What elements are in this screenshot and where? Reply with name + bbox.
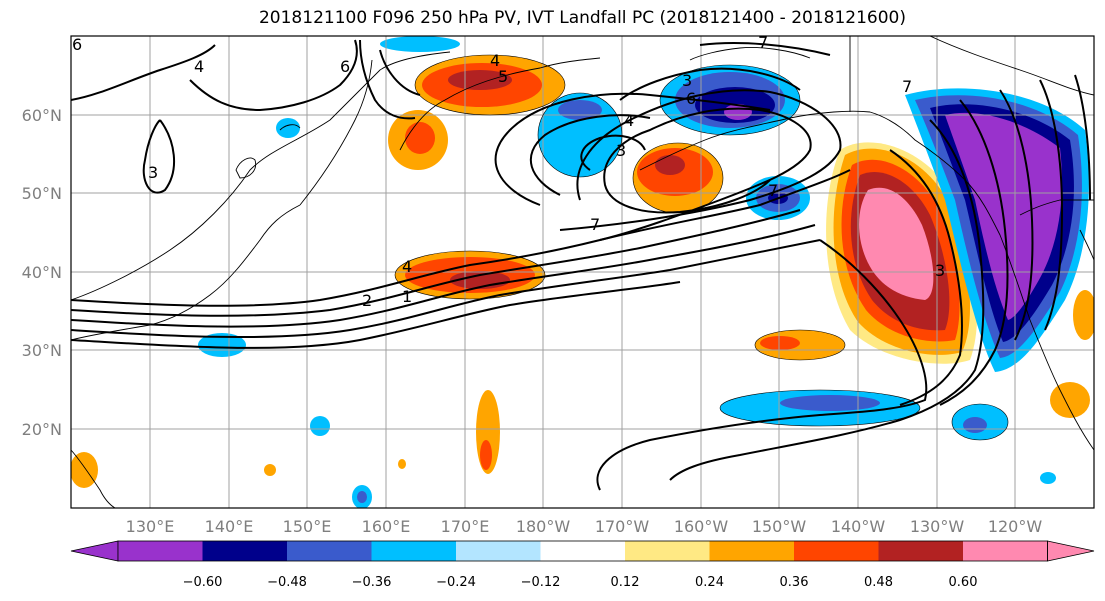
colorbar-segment: [540, 541, 625, 561]
colorbar-labels: −0.60 −0.48 −0.36 −0.24 −0.12 0.12 0.24 …: [183, 575, 978, 590]
coastlines: [71, 36, 1094, 508]
colorbar-extend-high: [1047, 540, 1095, 562]
colorbar: −0.60 −0.48 −0.36 −0.24 −0.12 0.12 0.24 …: [70, 540, 1095, 590]
colorbar-segment: [709, 541, 794, 561]
lon-tick-label: 140°E: [205, 517, 254, 536]
lon-tick-label: 180°W: [516, 517, 571, 536]
map-title: 2018121100 F096 250 hPa PV, IVT Landfall…: [258, 8, 906, 28]
colorbar-segment: [202, 541, 287, 561]
lon-tick-label: 170°W: [595, 517, 650, 536]
lat-tick-label: 50°N: [22, 184, 62, 203]
lat-tick-label: 30°N: [22, 341, 62, 360]
colorbar-segment: [625, 541, 710, 561]
lon-tick-label: 130°E: [126, 517, 175, 536]
contour-label: 3: [148, 163, 158, 182]
colorbar-label: −0.12: [521, 575, 561, 590]
colorbar-segment: [963, 541, 1048, 561]
colorbar-segment: [794, 541, 879, 561]
contour-label: 4: [490, 51, 500, 70]
lon-tick-label: 160°E: [362, 517, 411, 536]
colorbar-segment: [878, 541, 963, 561]
colorbar-label: 0.24: [695, 575, 724, 590]
lon-tick-label: 120°W: [988, 517, 1043, 536]
contour-label: 6: [686, 89, 696, 108]
lat-tick-label: 40°N: [22, 263, 62, 282]
colorbar-segment: [371, 541, 456, 561]
contour-label: 4: [624, 111, 634, 130]
pv-contours: [71, 39, 1091, 491]
contour-label: 6: [72, 35, 82, 54]
contour-label: 6: [340, 57, 350, 76]
contour-labels: 6 4 6 7 4 5 3 4 3 6 7 7 4 2 1 7 3 3: [72, 33, 945, 310]
contour-label: 4: [402, 257, 412, 276]
lon-tick-label: 170°E: [441, 517, 490, 536]
contour-label: 7: [590, 215, 600, 234]
contour-label: 3: [682, 71, 692, 90]
contour-label: 4: [194, 57, 204, 76]
colorbar-label: 0.12: [611, 575, 640, 590]
lat-tick-label: 20°N: [22, 420, 62, 439]
lon-tick-label: 140°W: [831, 517, 886, 536]
colorbar-label: 0.60: [949, 575, 978, 590]
colorbar-segment: [287, 541, 372, 561]
colorbar-label: 0.36: [780, 575, 809, 590]
lon-tick-label: 130°W: [910, 517, 965, 536]
colorbar-label: −0.60: [183, 575, 223, 590]
lon-tick-label: 160°W: [674, 517, 729, 536]
map-panel: 6 4 6 7 4 5 3 4 3 6 7 7 4 2 1 7 3 3: [70, 33, 1095, 509]
contour-label: 1: [402, 287, 412, 306]
contour-label: 7: [758, 33, 768, 52]
colorbar-label: 0.48: [864, 575, 893, 590]
colorbar-label: −0.24: [436, 575, 476, 590]
lat-tick-label: 60°N: [22, 106, 62, 125]
colorbar-extend-low: [70, 540, 119, 562]
colorbar-label: −0.48: [267, 575, 307, 590]
lon-tick-label: 150°E: [283, 517, 332, 536]
contour-label: 3: [935, 261, 945, 280]
colorbar-segment: [118, 541, 203, 561]
colorbar-segment: [456, 541, 541, 561]
contour-label: 2: [362, 291, 372, 310]
contour-label: 5: [498, 67, 508, 86]
contour-label: 7: [768, 181, 778, 200]
colorbar-label: −0.36: [352, 575, 392, 590]
lon-tick-labels: 130°E 140°E 150°E 160°E 170°E 180°W 170°…: [126, 517, 1043, 536]
contour-label: 7: [902, 77, 912, 96]
contour-label: 3: [616, 141, 626, 160]
lat-tick-labels: 60°N 50°N 40°N 30°N 20°N: [22, 106, 62, 439]
lon-tick-label: 150°W: [752, 517, 807, 536]
